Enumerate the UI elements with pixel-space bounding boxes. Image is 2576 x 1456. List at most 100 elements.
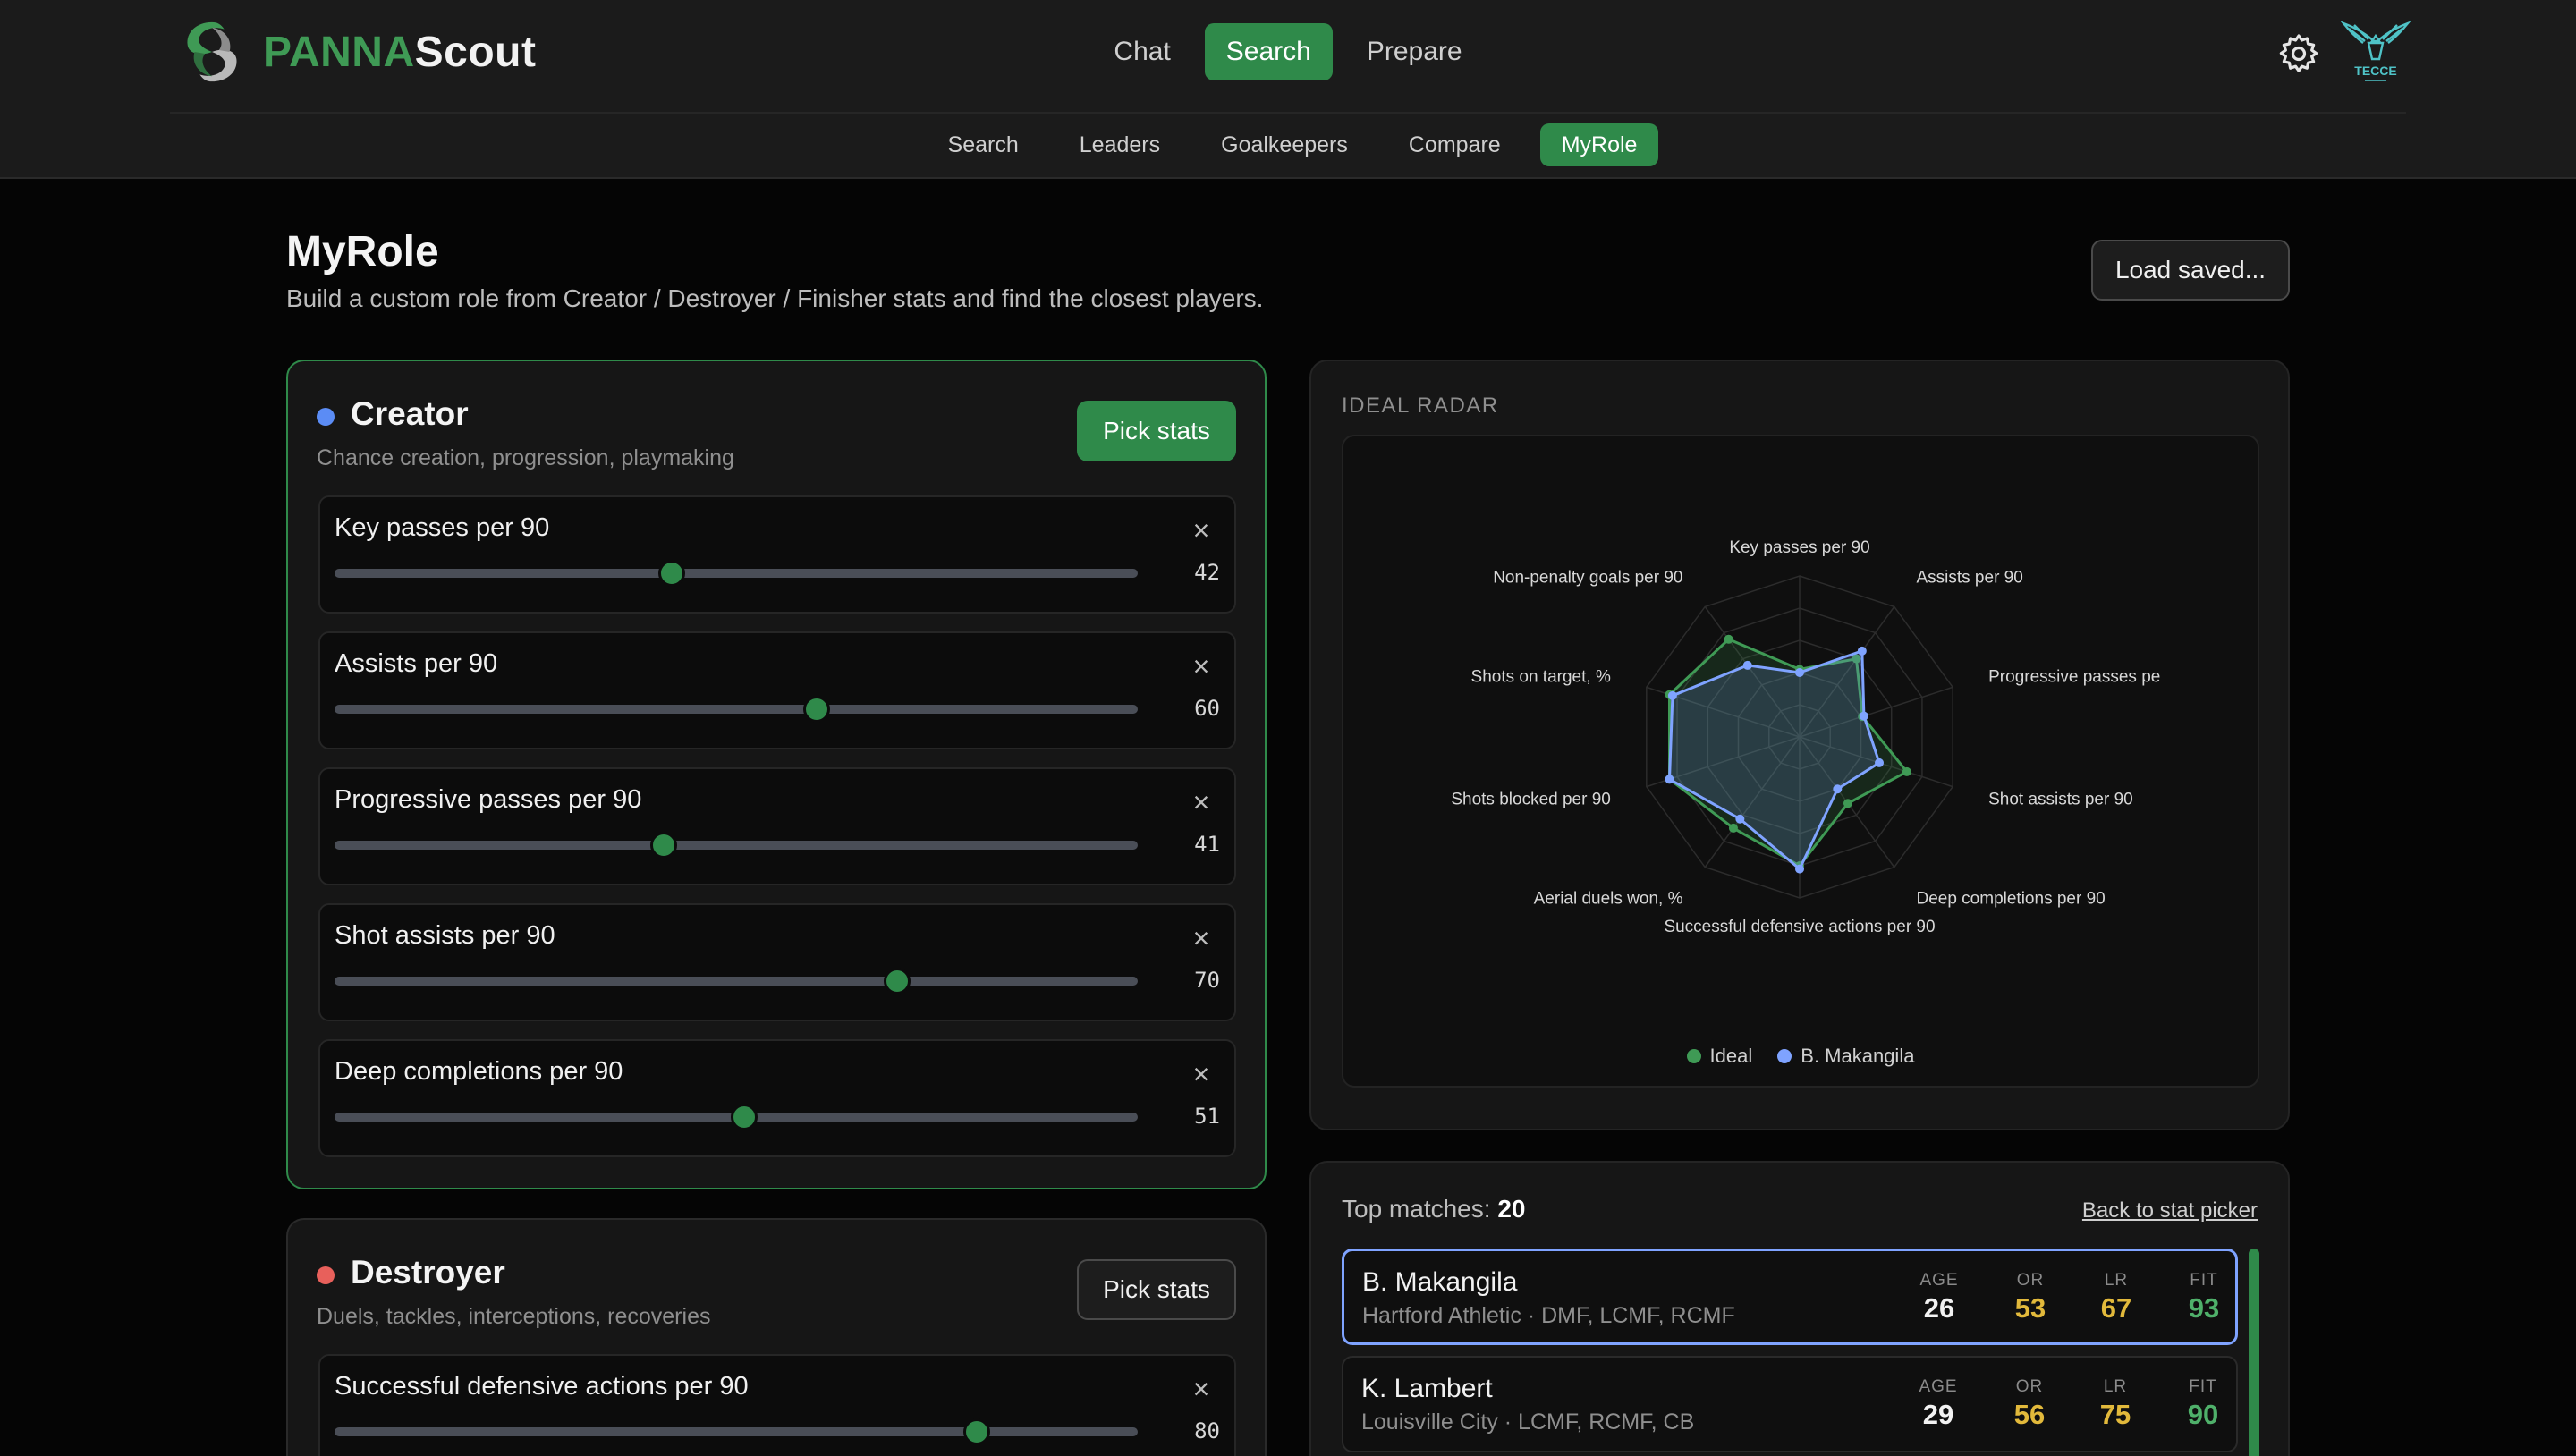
legend-label: B. Makangila — [1801, 1045, 1915, 1067]
stat-weight-value: 51 — [1194, 1104, 1220, 1129]
radar-series-point — [1665, 775, 1674, 784]
stat-weight-slider[interactable] — [335, 1104, 1138, 1130]
radar-series-point — [1833, 784, 1843, 794]
stat-label: Key passes per 90 — [335, 513, 550, 542]
stat-weight-slider[interactable] — [335, 1418, 1138, 1445]
metric-age: AGE 29 — [1898, 1377, 1979, 1431]
remove-stat-icon[interactable]: × — [1192, 786, 1210, 818]
brand-name-panna: PANNA — [263, 28, 415, 76]
main-nav-search[interactable]: Search — [1204, 23, 1333, 80]
destroyer-pick-stats-button[interactable]: Pick stats — [1077, 1259, 1236, 1320]
metric-value: 29 — [1922, 1399, 1954, 1430]
metric-value: 67 — [2100, 1292, 2132, 1324]
radar-series-point — [1857, 646, 1867, 656]
main-nav: Chat Search Prepare — [0, 23, 2576, 80]
match-card[interactable]: B. Makangila Hartford Athletic · DMF, LCM… — [1342, 1249, 2238, 1345]
radar-axis-label: Progressive passes pe — [1988, 667, 2160, 686]
metric-value: 90 — [2187, 1399, 2219, 1430]
radar-series-point — [1795, 668, 1804, 677]
legend-dot — [1777, 1049, 1792, 1063]
metric-label: OR — [2015, 1377, 2044, 1396]
radar-series-point — [1728, 823, 1738, 833]
creator-pick-stats-button[interactable]: Pick stats — [1077, 401, 1236, 461]
main-nav-chat[interactable]: Chat — [1114, 37, 1171, 66]
metric-label: LR — [2104, 1271, 2129, 1290]
radar-axis-label: Key passes per 90 — [1729, 538, 1869, 557]
radar-series-point — [1735, 814, 1745, 824]
slider-thumb[interactable] — [658, 560, 686, 587]
stat-weight-value: 42 — [1194, 560, 1220, 585]
metric-value: 93 — [2188, 1292, 2220, 1324]
stat-row: Deep completions per 90 × 51 — [318, 1039, 1236, 1157]
radar-axis-label: Non-penalty goals per 90 — [1493, 568, 1682, 587]
radar-legend: Ideal B. Makangila — [1343, 1045, 2258, 1068]
brand-name: PANNAScout — [263, 28, 536, 77]
metric-label: LR — [2103, 1377, 2128, 1396]
radar-axis-label: Aerial duels won, % — [1534, 890, 1683, 909]
sub-nav-compare[interactable]: Compare — [1408, 132, 1501, 157]
top-bar: PANNAScout Chat Search Prepare TECCE Searc… — [0, 0, 2576, 179]
radar-series-point — [1742, 660, 1752, 670]
stat-label: Assists per 90 — [335, 649, 498, 678]
radar-heading: IDEAL RADAR — [1342, 394, 1499, 418]
radar-series-point — [1859, 711, 1868, 721]
stat-label: Successful defensive actions per 90 — [335, 1372, 749, 1401]
radar-series-area — [1667, 648, 1881, 871]
club-crest[interactable]: TECCE — [2338, 16, 2413, 91]
stat-weight-slider[interactable] — [335, 968, 1138, 995]
creator-dot — [317, 408, 335, 426]
main-nav-prepare[interactable]: Prepare — [1366, 37, 1462, 66]
stat-weight-slider[interactable] — [335, 560, 1138, 587]
metric-or: OR 53 — [1990, 1271, 2071, 1325]
panna-logo-icon — [187, 21, 237, 82]
gear-icon[interactable] — [2275, 30, 2322, 77]
stat-weight-slider[interactable] — [335, 696, 1138, 723]
remove-stat-icon[interactable]: × — [1192, 1373, 1210, 1405]
remove-stat-icon[interactable]: × — [1192, 514, 1210, 546]
legend-label: Ideal — [1709, 1045, 1753, 1067]
back-to-stat-picker-link[interactable]: Back to stat picker — [2081, 1198, 2258, 1223]
radar-axis-label: Successful defensive actions per 90 — [1664, 918, 1935, 936]
load-saved-button[interactable]: Load saved... — [2091, 240, 2290, 301]
top-matches-panel: Top matches: 20 Back to stat picker B. M… — [1309, 1161, 2290, 1456]
slider-thumb[interactable] — [802, 696, 830, 723]
brand-logo-link[interactable]: PANNAScout — [177, 16, 536, 88]
sub-nav-myrole[interactable]: MyRole — [1539, 123, 1659, 166]
metric-label: AGE — [1919, 1271, 1959, 1290]
sub-nav-search[interactable]: Search — [947, 132, 1019, 157]
matches-scrollbar[interactable] — [2249, 1249, 2259, 1456]
metric-value: 56 — [2013, 1399, 2046, 1430]
radar-axis-label: Shots blocked per 90 — [1451, 791, 1611, 809]
metric-label: AGE — [1919, 1377, 1958, 1396]
slider-thumb[interactable] — [730, 1104, 758, 1130]
radar-series-point — [1902, 766, 1911, 776]
sub-nav-goalkeepers[interactable]: Goalkeepers — [1221, 132, 1348, 157]
sub-nav-leaders[interactable]: Leaders — [1079, 132, 1161, 157]
metric-label: FIT — [2190, 1271, 2218, 1290]
slider-thumb[interactable] — [650, 832, 678, 859]
slider-thumb[interactable] — [963, 1418, 991, 1445]
slider-thumb[interactable] — [883, 968, 911, 995]
stat-weight-slider[interactable] — [335, 832, 1138, 859]
match-card[interactable]: K. Lambert Louisville City · LCMF, RCMF, … — [1342, 1356, 2238, 1452]
metric-label: FIT — [2189, 1377, 2217, 1396]
remove-stat-icon[interactable]: × — [1192, 650, 1210, 682]
brand-name-scout: Scout — [414, 28, 537, 76]
nav-divider — [170, 112, 2406, 114]
metric-label: OR — [2016, 1271, 2045, 1290]
stat-weight-value: 80 — [1194, 1418, 1220, 1443]
radar-axis-label: Deep completions per 90 — [1916, 890, 2105, 909]
stat-weight-value: 41 — [1194, 832, 1220, 857]
remove-stat-icon[interactable]: × — [1192, 922, 1210, 954]
page-title: MyRole — [286, 228, 439, 275]
metric-age: AGE 26 — [1899, 1271, 1979, 1325]
matches-heading-label: Top matches: — [1342, 1195, 1491, 1223]
radar-series-point — [1795, 864, 1804, 874]
destroyer-title: Destroyer — [351, 1254, 505, 1291]
radar-axis-label: Shots on target, % — [1471, 667, 1611, 686]
metric-lr: LR 67 — [2076, 1271, 2157, 1325]
metric-or: OR 56 — [1989, 1377, 2070, 1431]
player-name: K. Lambert — [1361, 1374, 1493, 1403]
eagle-crest-icon: TECCE — [2340, 21, 2411, 81]
remove-stat-icon[interactable]: × — [1192, 1058, 1210, 1090]
